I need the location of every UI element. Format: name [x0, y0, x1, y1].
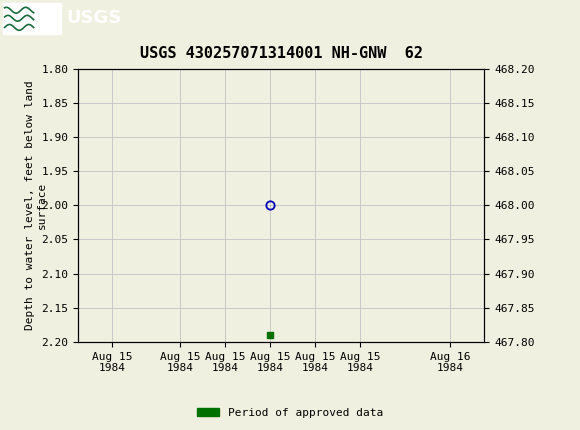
Title: USGS 430257071314001 NH-GNW  62: USGS 430257071314001 NH-GNW 62: [140, 46, 423, 61]
Legend: Period of approved data: Period of approved data: [193, 403, 387, 422]
Text: USGS: USGS: [67, 9, 122, 27]
Y-axis label: Depth to water level, feet below land
surface: Depth to water level, feet below land su…: [25, 80, 47, 330]
FancyBboxPatch shape: [3, 3, 61, 34]
